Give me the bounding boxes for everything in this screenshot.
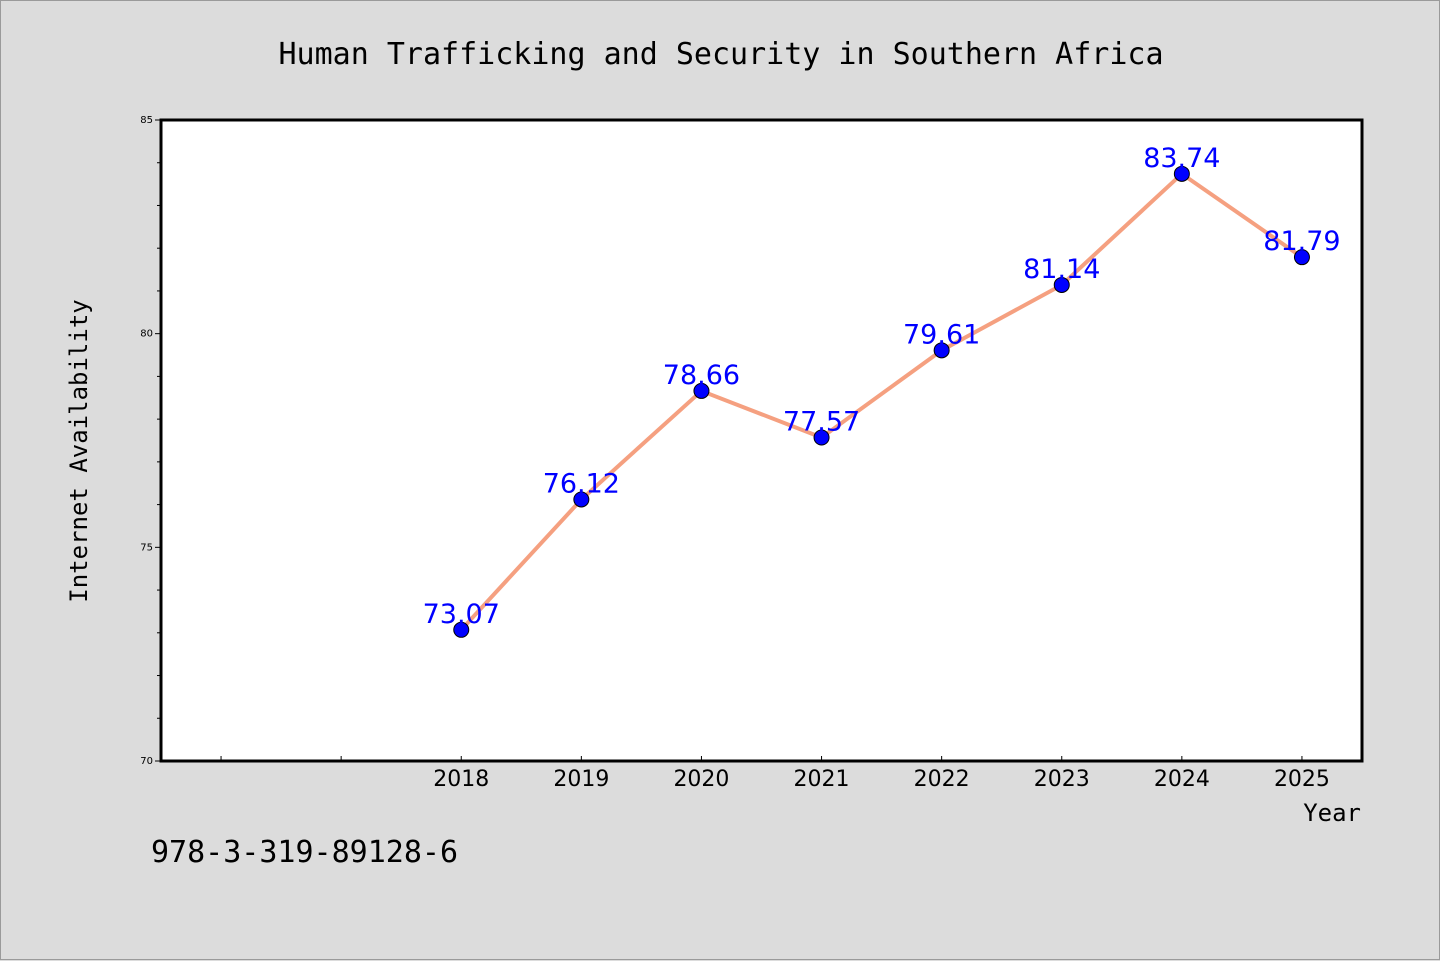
data-label: 83.74: [1143, 143, 1220, 174]
data-point: [693, 382, 710, 399]
x-tick-label: 2018: [433, 767, 489, 792]
data-point: [1293, 249, 1310, 266]
y-tick-label: 85: [140, 115, 153, 126]
x-tick-label: 2020: [673, 767, 729, 792]
x-axis-label: Year: [1303, 799, 1361, 827]
x-tick-label: 2025: [1274, 767, 1330, 792]
data-point: [933, 342, 950, 359]
isbn-annotation: 978-3-319-89128-6: [151, 835, 459, 870]
x-tick-label: 2022: [914, 767, 970, 792]
y-tick-label: 70: [140, 756, 153, 767]
data-label: 76.12: [543, 468, 620, 499]
data-label-layer: 73.07 76.12 78.66 77.57 79.61 81.14 83.74 81.79: [423, 143, 1341, 630]
data-label: 81.14: [1023, 254, 1100, 285]
data-point: [573, 491, 590, 508]
data-label: 78.66: [663, 360, 740, 391]
data-label: 73.07: [423, 599, 500, 630]
y-tick-label: 75: [140, 542, 153, 553]
data-point: [1053, 276, 1070, 293]
data-label: 79.61: [903, 319, 980, 350]
data-label: 77.57: [783, 407, 860, 438]
x-tick-label: 2024: [1154, 767, 1210, 792]
data-label: 81.79: [1263, 226, 1340, 257]
series-line: [459, 171, 1304, 632]
chart-title: Human Trafficking and Security in Southe…: [278, 37, 1163, 72]
data-point: [813, 429, 830, 446]
x-tick-label: 2021: [794, 767, 850, 792]
data-point: [453, 621, 470, 638]
x-tick-label: 2023: [1034, 767, 1090, 792]
y-tick-label: 80: [140, 329, 153, 340]
plot-area: [159, 118, 1364, 763]
y-axis-label: Internet Availability: [65, 299, 93, 602]
x-tick-label: 2019: [553, 767, 609, 792]
x-axis: 2018 2019 2020 2021 2022 2023 2024 2025: [220, 756, 1330, 792]
data-point: [1173, 165, 1190, 182]
y-axis: 70 75 80 85: [140, 115, 161, 767]
series-layer: [453, 165, 1310, 638]
